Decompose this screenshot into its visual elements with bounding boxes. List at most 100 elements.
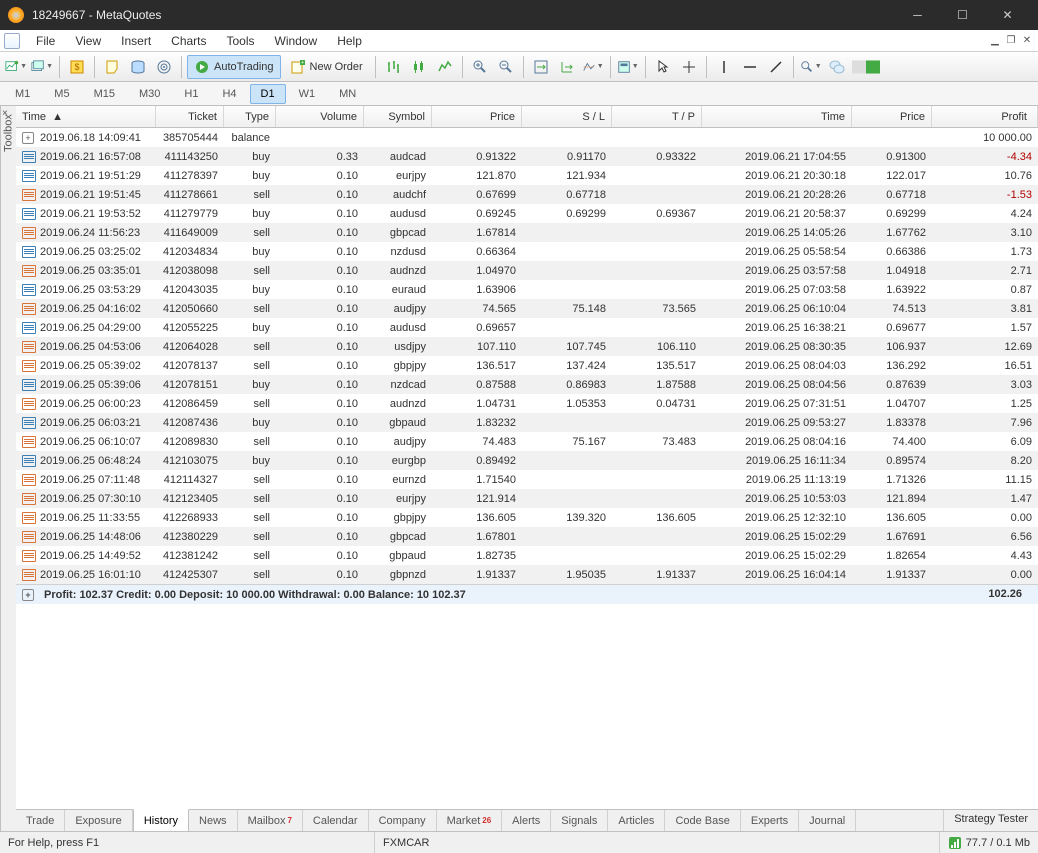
col-price[interactable]: Price: [432, 106, 522, 127]
chat-button[interactable]: [825, 55, 849, 79]
trade-row[interactable]: 2019.06.25 04:16:02412050660sell0.10audj…: [16, 299, 1038, 318]
col-sl[interactable]: S / L: [522, 106, 612, 127]
autotrading-button[interactable]: AutoTrading: [187, 55, 281, 79]
status-connection[interactable]: 77.7 / 0.1 Mb: [940, 832, 1038, 853]
trade-row[interactable]: 2019.06.21 19:51:45411278661sell0.10audc…: [16, 185, 1038, 204]
trade-row[interactable]: 2019.06.25 16:01:10412425307sell0.10gbpn…: [16, 565, 1038, 584]
trade-row[interactable]: 2019.06.25 14:49:52412381242sell0.10gbpa…: [16, 546, 1038, 565]
trade-row[interactable]: 2019.06.25 05:39:06412078151buy0.10nzdca…: [16, 375, 1038, 394]
tab-code-base[interactable]: Code Base: [665, 810, 740, 831]
col-symbol[interactable]: Symbol: [364, 106, 432, 127]
horizontal-line-button[interactable]: [738, 55, 762, 79]
chart-shift-button[interactable]: [555, 55, 579, 79]
templates-button[interactable]: ▼: [616, 55, 640, 79]
col-ticket[interactable]: Ticket: [156, 106, 224, 127]
minimize-button[interactable]: ─: [895, 1, 940, 29]
expand-icon[interactable]: +: [22, 589, 34, 601]
mdi-minimize-icon[interactable]: ▁: [988, 34, 1002, 48]
trade-row[interactable]: 2019.06.25 06:00:23412086459sell0.10audn…: [16, 394, 1038, 413]
timeframe-m1[interactable]: M1: [4, 84, 41, 104]
search-button[interactable]: ▼: [799, 55, 823, 79]
tab-journal[interactable]: Journal: [799, 810, 856, 831]
radar-button[interactable]: [152, 55, 176, 79]
trade-row[interactable]: 2019.06.21 19:51:29411278397buy0.10eurjp…: [16, 166, 1038, 185]
timeframe-d1[interactable]: D1: [250, 84, 286, 104]
tab-company[interactable]: Company: [369, 810, 437, 831]
bar-chart-button[interactable]: [381, 55, 405, 79]
trade-row[interactable]: 2019.06.25 04:53:06412064028sell0.10usdj…: [16, 337, 1038, 356]
col-volume[interactable]: Volume: [276, 106, 364, 127]
timeframe-m30[interactable]: M30: [128, 84, 171, 104]
zoom-out-button[interactable]: [494, 55, 518, 79]
indicators-button[interactable]: ▼: [581, 55, 605, 79]
tab-exposure[interactable]: Exposure: [65, 810, 132, 831]
strategy-tester-tab[interactable]: Strategy Tester: [943, 810, 1038, 831]
close-button[interactable]: ✕: [985, 1, 1030, 29]
toolbox-sidebar-tab[interactable]: Toolbox: [0, 106, 16, 831]
market-watch-button[interactable]: $: [65, 55, 89, 79]
menu-insert[interactable]: Insert: [111, 32, 161, 50]
trade-row[interactable]: 2019.06.24 11:56:23411649009sell0.10gbpc…: [16, 223, 1038, 242]
new-order-button[interactable]: +New Order: [283, 55, 370, 79]
timeframe-w1[interactable]: W1: [288, 84, 327, 104]
balance-row[interactable]: +2019.06.18 14:09:41385705444balance10 0…: [16, 128, 1038, 147]
timeframe-m5[interactable]: M5: [43, 84, 80, 104]
timeframe-mn[interactable]: MN: [328, 84, 367, 104]
tab-history[interactable]: History: [133, 809, 189, 831]
trade-row[interactable]: 2019.06.25 03:25:02412034834buy0.10nzdus…: [16, 242, 1038, 261]
tab-experts[interactable]: Experts: [741, 810, 799, 831]
trade-row[interactable]: 2019.06.25 04:29:00412055225buy0.10audus…: [16, 318, 1038, 337]
cursor-button[interactable]: [651, 55, 675, 79]
mdi-restore-icon[interactable]: ❐: [1004, 34, 1018, 48]
profiles-button[interactable]: ▼: [30, 55, 54, 79]
crosshair-button[interactable]: [677, 55, 701, 79]
timeframe-m15[interactable]: M15: [83, 84, 126, 104]
trendline-button[interactable]: [764, 55, 788, 79]
expand-icon[interactable]: +: [22, 132, 34, 144]
tab-alerts[interactable]: Alerts: [502, 810, 551, 831]
menu-charts[interactable]: Charts: [161, 32, 216, 50]
tab-news[interactable]: News: [189, 810, 238, 831]
timeframe-h1[interactable]: H1: [173, 84, 209, 104]
navigator-button[interactable]: [100, 55, 124, 79]
line-chart-button[interactable]: [433, 55, 457, 79]
menu-window[interactable]: Window: [265, 32, 328, 50]
tab-mailbox[interactable]: Mailbox 7: [238, 810, 303, 831]
zoom-in-button[interactable]: [468, 55, 492, 79]
new-chart-button[interactable]: ▼: [4, 55, 28, 79]
mdi-close-icon[interactable]: ✕: [1020, 34, 1034, 48]
menu-tools[interactable]: Tools: [217, 32, 265, 50]
trade-row[interactable]: 2019.06.25 07:11:48412114327sell0.10eurn…: [16, 470, 1038, 489]
trade-row[interactable]: 2019.06.21 16:57:08411143250buy0.33audca…: [16, 147, 1038, 166]
tab-calendar[interactable]: Calendar: [303, 810, 369, 831]
trade-row[interactable]: 2019.06.25 06:48:24412103075buy0.10eurgb…: [16, 451, 1038, 470]
menu-view[interactable]: View: [65, 32, 111, 50]
col-tp[interactable]: T / P: [612, 106, 702, 127]
trade-row[interactable]: 2019.06.25 03:53:29412043035buy0.10eurau…: [16, 280, 1038, 299]
trade-row[interactable]: 2019.06.21 19:53:52411279779buy0.10audus…: [16, 204, 1038, 223]
vertical-line-button[interactable]: [712, 55, 736, 79]
tab-articles[interactable]: Articles: [608, 810, 665, 831]
menu-file[interactable]: File: [26, 32, 65, 50]
col-profit[interactable]: Profit: [932, 106, 1038, 127]
trade-row[interactable]: 2019.06.25 06:03:21412087436buy0.10gbpau…: [16, 413, 1038, 432]
trade-row[interactable]: 2019.06.25 05:39:02412078137sell0.10gbpj…: [16, 356, 1038, 375]
tab-trade[interactable]: Trade: [16, 810, 65, 831]
trade-row[interactable]: 2019.06.25 11:33:55412268933sell0.10gbpj…: [16, 508, 1038, 527]
col-price2[interactable]: Price: [852, 106, 932, 127]
trade-row[interactable]: 2019.06.25 07:30:10412123405sell0.10eurj…: [16, 489, 1038, 508]
data-window-button[interactable]: [126, 55, 150, 79]
menubar-app-icon[interactable]: [4, 33, 20, 49]
tab-signals[interactable]: Signals: [551, 810, 608, 831]
col-time[interactable]: Time ▲: [16, 106, 156, 127]
tab-market[interactable]: Market 26: [437, 810, 503, 831]
col-time2[interactable]: Time: [702, 106, 852, 127]
maximize-button[interactable]: ☐: [940, 1, 985, 29]
col-type[interactable]: Type: [224, 106, 276, 127]
trade-row[interactable]: 2019.06.25 14:48:06412380229sell0.10gbpc…: [16, 527, 1038, 546]
menu-help[interactable]: Help: [327, 32, 372, 50]
trade-row[interactable]: 2019.06.25 03:35:01412038098sell0.10audn…: [16, 261, 1038, 280]
timeframe-h4[interactable]: H4: [211, 84, 247, 104]
panel-close-icon[interactable]: ×: [2, 108, 8, 119]
autoscroll-button[interactable]: [529, 55, 553, 79]
